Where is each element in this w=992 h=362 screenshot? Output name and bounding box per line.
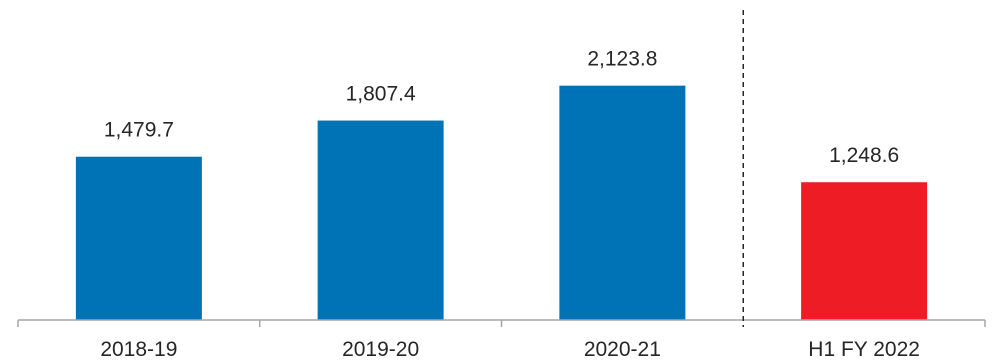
bar-h1-fy-2022 (801, 182, 928, 320)
bar-2018-19 (75, 156, 202, 320)
x-tick-labels-group: 2018-19 2019-20 2020-21 H1 FY 2022 (100, 338, 920, 361)
x-axis-ticks (17, 320, 986, 327)
x-tick-label: H1 FY 2022 (808, 338, 920, 361)
bar-2020-21 (559, 85, 686, 320)
x-tick-label: 2018-19 (100, 338, 177, 361)
bar-2019-20 (317, 120, 444, 320)
bars-group (75, 85, 928, 320)
value-label: 1,479.7 (104, 119, 174, 142)
x-tick-label: 2020-21 (584, 338, 661, 361)
value-label: 2,123.8 (587, 48, 657, 71)
value-label: 1,807.4 (346, 83, 416, 106)
x-tick-label: 2019-20 (342, 338, 419, 361)
value-labels-group: 1,479.7 1,807.4 2,123.8 1,248.6 (104, 48, 899, 168)
value-label: 1,248.6 (829, 144, 899, 167)
